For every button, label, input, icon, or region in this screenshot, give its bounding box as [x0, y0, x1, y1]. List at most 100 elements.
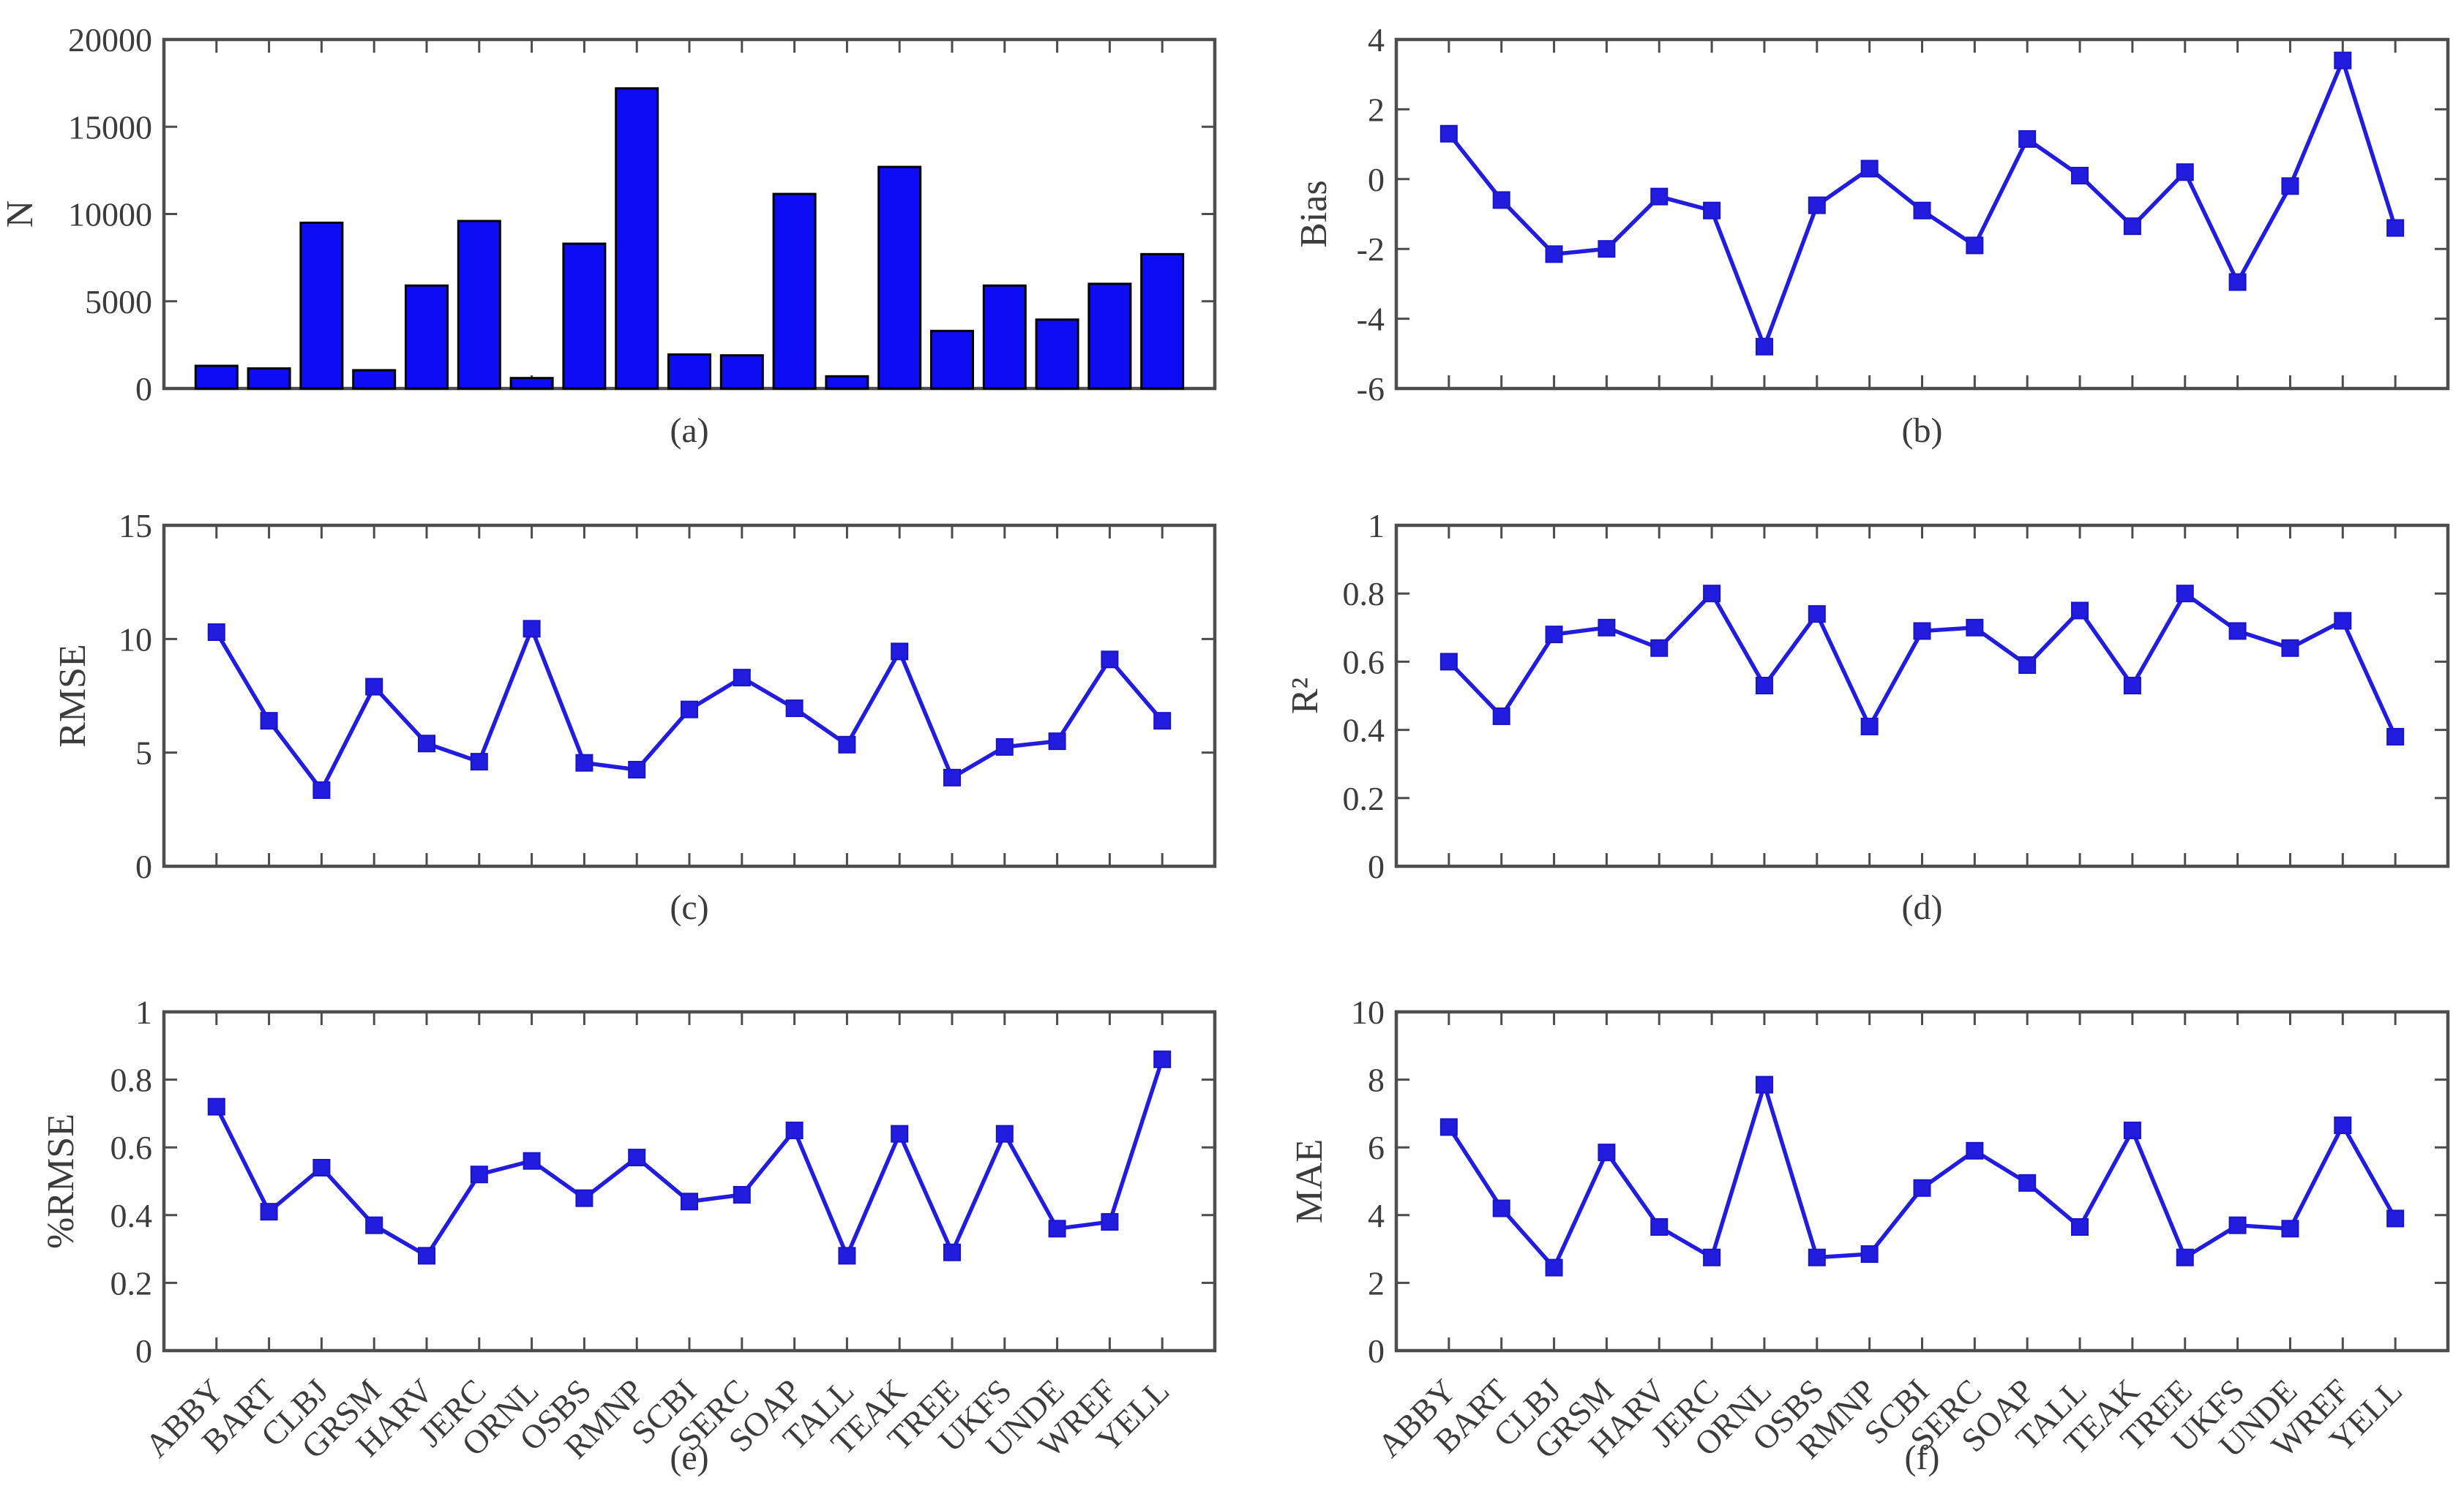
data-marker — [2386, 727, 2405, 746]
data-marker — [575, 754, 593, 772]
data-marker — [891, 642, 909, 661]
data-marker — [1755, 1076, 1773, 1094]
data-marker — [1755, 677, 1773, 695]
y-tick-label: 0 — [135, 370, 152, 408]
data-marker — [575, 1189, 593, 1207]
y-axis-label: RMSE — [52, 644, 94, 748]
y-tick-label: 0.6 — [1343, 643, 1385, 680]
data-marker — [365, 678, 383, 696]
bar — [930, 329, 974, 390]
data-marker — [2176, 1248, 2194, 1266]
panel-d: 0 0.2 0.4 0.6 0.8 1 R² (d) — [1284, 507, 2450, 927]
data-marker — [470, 1166, 488, 1184]
data-marker — [838, 1247, 856, 1265]
y-tick-label: 0 — [1368, 848, 1385, 885]
panel-a: 0 5000 10000 15000 20000 N (a) — [0, 21, 1217, 450]
data-marker — [1860, 1245, 1879, 1264]
data-marker — [523, 620, 541, 638]
data-marker — [2386, 219, 2405, 237]
axes-box — [162, 1010, 1217, 1353]
data-marker — [1545, 245, 1563, 263]
data-marker — [2281, 1220, 2299, 1238]
data-marker — [1703, 585, 1721, 603]
data-marker — [2281, 177, 2299, 195]
data-marker — [628, 1149, 646, 1167]
data-marker — [2228, 622, 2247, 640]
data-marker — [995, 1125, 1014, 1143]
y-axis-label: N — [0, 200, 41, 228]
y-tick-label: -6 — [1357, 370, 1385, 408]
y-tick-label: 10 — [119, 620, 152, 658]
y-tick-label: 0.8 — [1343, 575, 1385, 612]
bar — [562, 242, 607, 390]
data-marker — [1439, 653, 1458, 671]
data-marker — [2123, 677, 2141, 695]
bar — [825, 375, 869, 390]
data-marker — [1101, 1213, 1119, 1231]
data-marker — [1598, 618, 1616, 637]
data-marker — [470, 753, 488, 771]
data-marker — [1966, 1141, 1984, 1160]
panel-letter: (f) — [1905, 1438, 1940, 1477]
y-tick-label: 1 — [135, 994, 152, 1031]
data-marker — [523, 1152, 541, 1170]
bar — [615, 87, 659, 390]
data-marker — [1808, 605, 1826, 623]
y-tick-label: 6 — [1368, 1129, 1385, 1166]
data-marker — [943, 1243, 961, 1261]
axes-box — [162, 523, 1217, 868]
bar — [1087, 282, 1132, 390]
panel-b: -6 -4 -2 0 2 4 Bias (b) — [1293, 21, 2450, 450]
panel-letter: (b) — [1902, 411, 1943, 450]
data-marker — [312, 781, 331, 799]
y-tick-label: 8 — [1368, 1062, 1385, 1099]
y-tick-label: 5000 — [85, 283, 152, 320]
data-marker — [1703, 201, 1721, 219]
data-marker — [1153, 712, 1172, 730]
y-tick-label: 10000 — [68, 196, 152, 233]
data-marker — [943, 768, 961, 787]
bar — [457, 219, 501, 390]
bar — [194, 364, 239, 390]
data-marker — [1913, 201, 1931, 219]
y-tick-label: 0.4 — [1343, 712, 1385, 749]
data-marker — [207, 623, 225, 642]
bar — [982, 284, 1027, 390]
data-marker — [1598, 240, 1616, 258]
data-marker — [1860, 717, 1879, 735]
data-marker — [2018, 656, 2037, 675]
data-marker — [785, 1122, 804, 1140]
bar — [772, 192, 817, 390]
bar — [667, 353, 711, 390]
data-marker — [207, 1097, 225, 1116]
data-marker — [2071, 1218, 2089, 1236]
data-marker — [1048, 1220, 1066, 1238]
data-marker — [1808, 1248, 1826, 1266]
bar — [405, 284, 449, 390]
data-marker — [2176, 585, 2194, 603]
panel-e: 00.20.40.60.81ABBYBARTCLBJGRSMHARVJERCOR… — [40, 994, 1217, 1477]
data-marker — [2334, 1116, 2352, 1135]
data-marker — [1860, 159, 1879, 178]
data-marker — [995, 738, 1014, 756]
data-marker — [2281, 639, 2299, 657]
y-tick-label: 0 — [1368, 161, 1385, 198]
data-marker — [1598, 1144, 1616, 1162]
data-marker — [418, 735, 435, 753]
bar — [1035, 318, 1079, 390]
data-marker — [2334, 51, 2352, 70]
data-marker — [1966, 618, 1984, 637]
data-marker — [681, 1193, 698, 1211]
data-marker — [260, 712, 278, 730]
y-tick-label: 2 — [1368, 1264, 1385, 1302]
y-tick-label: 10 — [1351, 994, 1385, 1031]
y-tick-label: 0.8 — [111, 1062, 153, 1099]
data-marker — [785, 699, 804, 718]
y-tick-label: 0.2 — [1343, 780, 1385, 817]
data-marker — [733, 1186, 751, 1204]
data-marker — [1650, 1218, 1669, 1236]
bar — [299, 221, 344, 390]
y-axis-label: R² — [1284, 678, 1326, 714]
data-marker — [312, 1158, 331, 1176]
data-marker — [838, 735, 856, 754]
